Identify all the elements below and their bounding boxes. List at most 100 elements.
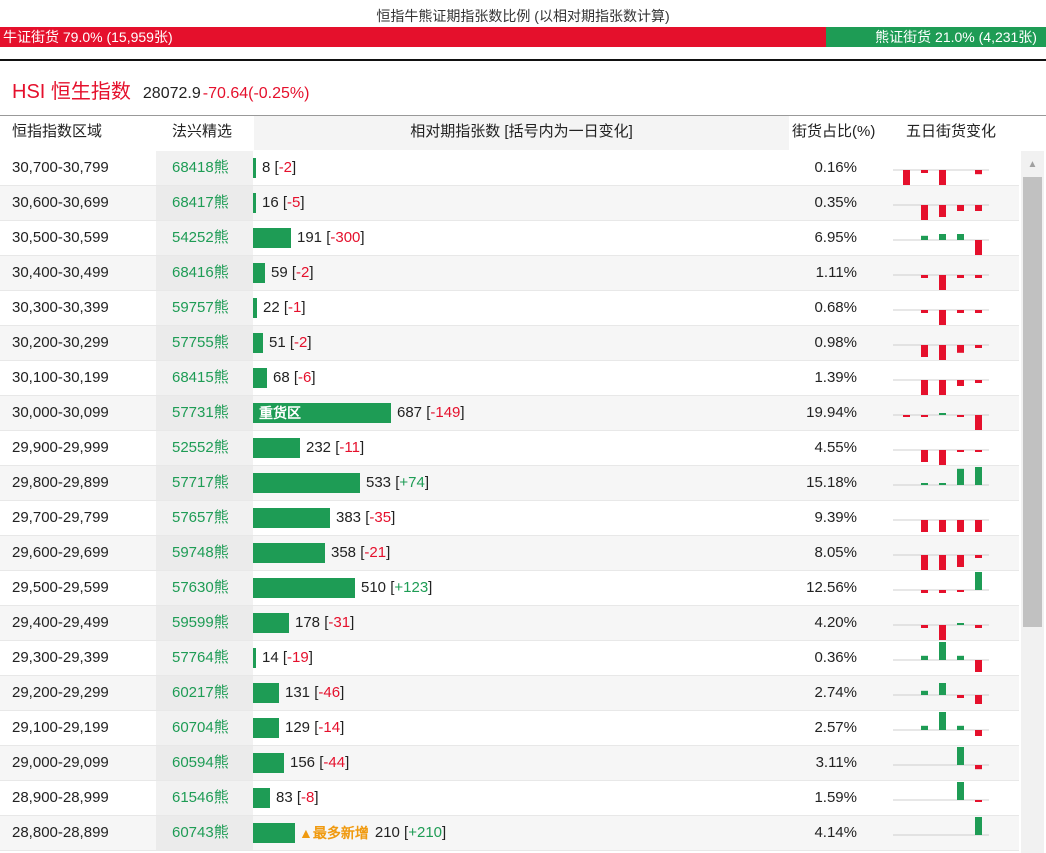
- trend-bar: [975, 170, 982, 175]
- cbbc-table-body: 30,700-30,799 68418熊 8 [-2] 0.16% 30,600-30,…: [0, 151, 1019, 851]
- count-value: 8: [262, 159, 271, 176]
- bull-street-stock-label: 牛证街货 79.0% (15,959张): [3, 29, 173, 45]
- trend-bar: [921, 310, 928, 313]
- trend-bar: [957, 623, 964, 625]
- count-value: 191: [297, 229, 323, 246]
- warrant-code-link[interactable]: 60217熊: [156, 676, 253, 710]
- warrant-code-link[interactable]: 52552熊: [156, 431, 253, 465]
- warrant-code-link[interactable]: 60594熊: [156, 746, 253, 780]
- count-bar: [253, 578, 355, 598]
- warrant-code-link[interactable]: 54252熊: [156, 221, 253, 255]
- five-day-trend: [893, 361, 989, 395]
- street-stock-pct: 19.94%: [806, 404, 857, 421]
- scrollbar[interactable]: ▲: [1021, 151, 1044, 853]
- trend-bar: [921, 205, 928, 220]
- count-cell: 68 [-6]: [253, 361, 790, 395]
- daily-change: -8: [301, 789, 315, 806]
- bracket-open: [: [361, 509, 370, 526]
- table-row: 29,200-29,299 60217熊 131 [-46] 2.74%: [0, 676, 1019, 711]
- index-range: 30,500-30,599: [12, 229, 109, 246]
- trend-bar: [939, 555, 946, 570]
- count-bar: 重货区: [253, 403, 391, 423]
- daily-change: -21: [364, 544, 387, 561]
- index-range: 30,400-30,499: [12, 264, 109, 281]
- five-day-trend: [893, 606, 989, 640]
- warrant-code-link[interactable]: 60704熊: [156, 711, 253, 745]
- trend-bar: [921, 555, 928, 570]
- street-stock-pct: 0.16%: [814, 159, 857, 176]
- warrant-code-link[interactable]: 57755熊: [156, 326, 253, 360]
- count-bar: [253, 193, 256, 213]
- street-stock-pct: 4.20%: [814, 614, 857, 631]
- count-cell: 232 [-11]: [253, 431, 790, 465]
- count-value: 510: [361, 579, 387, 596]
- trend-bar: [939, 590, 946, 593]
- trend-bar: [975, 345, 982, 348]
- column-header-code: 法兴精选: [172, 123, 233, 140]
- bracket-close: ]: [300, 194, 305, 211]
- table-top-border: [0, 115, 1046, 116]
- count-cell: 59 [-2]: [253, 256, 790, 290]
- count-bar: [253, 263, 265, 283]
- count-cell: 191 [-300]: [253, 221, 790, 255]
- bracket-open: [: [399, 824, 409, 841]
- table-row: 30,700-30,799 68418熊 8 [-2] 0.16%: [0, 151, 1019, 186]
- trend-bar: [939, 450, 946, 465]
- count-value: 383: [336, 509, 362, 526]
- bracket-open: [: [285, 334, 295, 351]
- trend-chart: [893, 554, 989, 570]
- trend-bar: [957, 310, 964, 313]
- street-stock-pct: 1.11%: [815, 264, 857, 281]
- trend-chart: [893, 379, 989, 395]
- warrant-code-link[interactable]: 57630熊: [156, 571, 253, 605]
- warrant-code-link[interactable]: 68417熊: [156, 186, 253, 220]
- trend-chart: [893, 274, 989, 290]
- count-value: 22: [263, 299, 280, 316]
- warrant-code-link[interactable]: 60743熊: [156, 816, 253, 850]
- count-bar: [253, 298, 257, 318]
- trend-bar: [957, 695, 964, 698]
- table-row: 30,600-30,699 68417熊 16 [-5] 0.35%: [0, 186, 1019, 221]
- five-day-trend: [893, 466, 989, 500]
- trend-bar: [939, 520, 946, 532]
- warrant-code-link[interactable]: 57717熊: [156, 466, 253, 500]
- index-range: 29,700-29,799: [12, 509, 109, 526]
- warrant-code-link[interactable]: 59757熊: [156, 291, 253, 325]
- trend-chart: [893, 467, 989, 486]
- warrant-code-link[interactable]: 59748熊: [156, 536, 253, 570]
- index-range: 28,800-28,899: [12, 824, 109, 841]
- bracket-close: ]: [314, 789, 319, 806]
- count-cell: 131 [-46]: [253, 676, 790, 710]
- divider: [0, 59, 1046, 61]
- warrant-code-link[interactable]: 57657熊: [156, 501, 253, 535]
- scroll-up-arrow-icon[interactable]: ▲: [1027, 158, 1038, 170]
- trend-bar: [939, 625, 946, 640]
- daily-change: -149: [430, 404, 461, 421]
- index-price: 28072.9: [142, 85, 201, 102]
- warrant-code-link[interactable]: 68418熊: [156, 151, 253, 185]
- warrant-code-link[interactable]: 57764熊: [156, 641, 253, 675]
- index-quote: HSI 恒生指数 28072.9 -70.64(-0.25%): [12, 75, 309, 104]
- count-bar: [253, 228, 291, 248]
- warrant-code-link[interactable]: 68415熊: [156, 361, 253, 395]
- scrollbar-thumb[interactable]: [1023, 177, 1042, 627]
- count-value: 687: [397, 404, 423, 421]
- bracket-close: ]: [345, 754, 350, 771]
- table-row: 29,300-29,399 57764熊 14 [-19] 0.36%: [0, 641, 1019, 676]
- count-cell: 51 [-2]: [253, 326, 790, 360]
- street-stock-pct: 0.68%: [814, 299, 857, 316]
- warrant-code-link[interactable]: 68416熊: [156, 256, 253, 290]
- index-range: 29,600-29,699: [12, 544, 109, 561]
- warrant-code-link[interactable]: 59599熊: [156, 606, 253, 640]
- bracket-close: ]: [340, 684, 345, 701]
- index-name[interactable]: HSI 恒生指数: [12, 81, 131, 103]
- table-row: 28,900-28,999 61546熊 83 [-8] 1.59%: [0, 781, 1019, 816]
- bracket-open: [: [322, 229, 331, 246]
- bracket-close: ]: [308, 649, 313, 666]
- count-value: 68: [273, 369, 290, 386]
- trend-bar: [921, 655, 928, 660]
- trend-chart: [893, 169, 989, 185]
- five-day-trend: [893, 396, 989, 430]
- warrant-code-link[interactable]: 61546熊: [156, 781, 253, 815]
- warrant-code-link[interactable]: 57731熊: [156, 396, 253, 430]
